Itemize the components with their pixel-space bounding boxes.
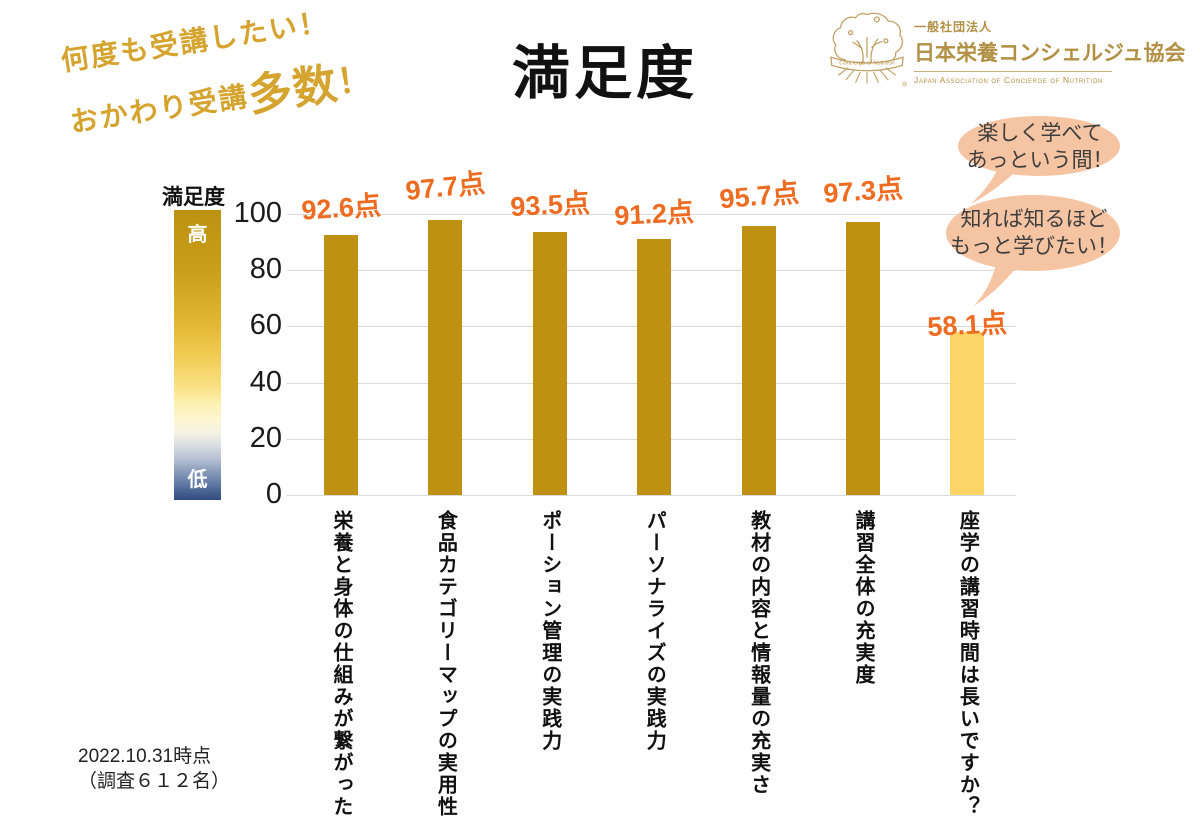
survey-date: 2022.10.31時点 <box>78 746 212 767</box>
bar-2 <box>428 220 463 495</box>
speech-bubble-1: 楽しく学べて あっという間！ <box>955 114 1125 210</box>
legend-high-label: 高 <box>187 224 208 246</box>
speech-bubble-2-line2: もっと学びたい！ <box>950 235 1118 258</box>
x-axis-category-label: 教材の内容と情報量の充実さ <box>747 510 770 796</box>
x-axis-category-label: パーソナライズの実践力 <box>643 510 666 752</box>
tree-emblem-icon: Concierge of Nutrition ® <box>830 12 907 89</box>
y-axis-tick-label: 20 <box>249 421 282 454</box>
logo-divider <box>914 71 1112 72</box>
legend-title: 満足度 <box>162 186 225 209</box>
logo-org-name: 日本栄養コンシェルジュ協会 <box>914 42 1186 65</box>
y-axis-tick <box>287 214 295 215</box>
speech-bubble-2-shape <box>946 195 1120 306</box>
speech-bubble-2: 知れば知るほど もっと学びたい！ <box>944 194 1124 310</box>
survey-footnote: 2022.10.31時点 （調査６１２名） <box>78 744 230 794</box>
satisfaction-gradient-legend: 高 低 <box>174 210 221 500</box>
association-logo: Concierge of Nutrition ® 一般社団法人 日本栄養コンシェ… <box>826 8 1186 90</box>
page-title: 満足度 <box>511 41 698 106</box>
speech-bubble-1-line2: あっという間！ <box>966 149 1114 172</box>
bar-5 <box>741 226 776 495</box>
x-axis-category-label: 栄養と身体の仕組みが繋がった <box>330 510 352 818</box>
x-axis-category-label: 座学の講習時間は長いですか？ <box>956 510 979 818</box>
speech-bubble-1-text: 楽しく学べて あっという間！ <box>955 120 1125 174</box>
bar-6 <box>846 221 880 495</box>
logo-org-name-en: Japan Association of Concierge of Nutrit… <box>914 75 1103 85</box>
logo-org-type: 一般社団法人 <box>914 20 993 34</box>
gridline <box>295 214 1016 215</box>
y-axis-tick <box>287 270 295 272</box>
y-axis-tick <box>287 438 295 440</box>
y-axis-tick-label: 0 <box>265 478 282 510</box>
y-axis-tick-label: 60 <box>249 309 282 342</box>
y-axis-tick <box>287 382 295 384</box>
gridline <box>295 495 1016 496</box>
bar-1 <box>324 234 358 495</box>
speech-bubble-1-line1: 楽しく学べて <box>977 122 1103 145</box>
association-logo-text: 一般社団法人 日本栄養コンシェルジュ協会 Japan Association o… <box>914 18 1186 85</box>
y-axis-tick <box>287 495 295 496</box>
legend-low-label: 低 <box>187 469 208 491</box>
y-axis-tick-label: 100 <box>233 197 282 229</box>
y-axis-tick-label: 80 <box>249 253 282 286</box>
y-axis-tick <box>287 326 295 328</box>
x-axis-category-label: 食品カテゴリーマップの実用性 <box>434 510 457 818</box>
survey-sample-size: （調査６１２名） <box>78 771 231 792</box>
x-axis-category-label: 講習全体の充実度 <box>852 510 874 686</box>
speech-bubble-1-shape <box>958 116 1120 204</box>
registered-mark: ® <box>902 81 907 89</box>
emblem-banner-text: Concierge of Nutrition <box>839 61 894 67</box>
x-axis-category-label: ポーション管理の実践力 <box>538 510 561 752</box>
bar-3 <box>532 232 567 495</box>
y-axis-tick-label: 40 <box>249 365 282 398</box>
speech-bubble-2-text: 知れば知るほど もっと学びたい！ <box>944 206 1124 260</box>
bar-4 <box>637 238 672 495</box>
bar-7 <box>950 331 985 495</box>
speech-bubble-2-line1: 知れば知るほど <box>960 208 1108 231</box>
